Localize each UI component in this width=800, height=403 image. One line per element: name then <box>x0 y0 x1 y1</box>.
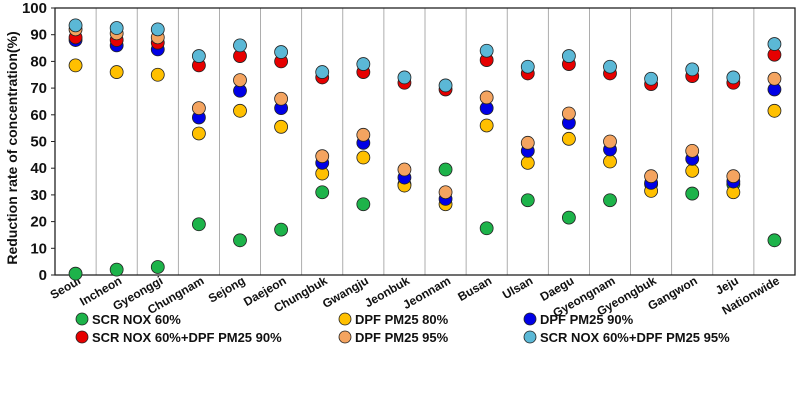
data-point <box>685 143 700 158</box>
data-point <box>685 163 700 178</box>
legend-label: SCR NOX 60%+DPF PM25 95% <box>540 330 730 345</box>
data-point <box>191 217 206 232</box>
data-point <box>233 73 247 87</box>
legend-marker <box>338 330 352 344</box>
data-point <box>109 21 124 35</box>
data-point <box>561 49 576 63</box>
y-tick-label: 80 <box>30 53 47 70</box>
data-point <box>191 101 206 116</box>
legend-marker <box>75 330 89 344</box>
data-point <box>356 57 371 71</box>
y-tick-label: 20 <box>30 214 47 231</box>
x-tick-label: Ulsan <box>500 273 535 301</box>
data-point <box>767 71 782 86</box>
legend-marker <box>523 312 537 326</box>
x-tick-label: Jeonnam <box>400 273 453 311</box>
data-point <box>315 149 330 164</box>
x-tick-label: Jeju <box>713 273 741 297</box>
data-point <box>397 70 412 85</box>
data-point <box>438 162 453 177</box>
data-point <box>274 91 289 106</box>
y-tick-label: 100 <box>22 0 47 17</box>
x-tick-label: Sejong <box>206 273 248 305</box>
data-point <box>397 162 412 177</box>
data-point <box>315 185 330 200</box>
data-point <box>767 103 782 118</box>
data-point <box>191 126 206 141</box>
legend-marker <box>338 312 352 326</box>
data-point <box>274 222 289 237</box>
y-tick-label: 40 <box>30 160 47 177</box>
y-tick-label: 30 <box>30 187 47 204</box>
data-point <box>520 155 535 170</box>
data-point <box>767 37 782 51</box>
data-point <box>479 118 494 133</box>
data-point <box>603 134 617 149</box>
data-point <box>68 58 83 73</box>
data-point <box>191 49 206 63</box>
data-point <box>438 185 453 200</box>
data-point <box>150 260 165 274</box>
data-point <box>479 43 494 58</box>
plot-area: 0102030405060708090100SeoulIncheonGyeong… <box>22 0 796 320</box>
data-point <box>726 70 741 85</box>
y-tick-label: 90 <box>30 27 47 44</box>
data-point <box>315 65 330 79</box>
data-point <box>274 119 289 134</box>
data-point <box>356 150 371 165</box>
data-point <box>644 71 659 86</box>
y-tick-label: 10 <box>30 240 47 257</box>
data-point <box>685 62 700 77</box>
data-point <box>109 262 124 277</box>
data-point <box>644 169 659 184</box>
legend-marker <box>523 330 537 344</box>
data-point <box>603 154 617 169</box>
data-point <box>520 59 535 74</box>
data-point <box>68 266 83 281</box>
legend-label: DPF PM25 95% <box>355 330 449 345</box>
data-point <box>603 193 617 208</box>
data-point <box>479 221 494 236</box>
y-tick-label: 70 <box>30 80 47 97</box>
data-point <box>520 193 535 208</box>
y-tick-label: 0 <box>39 267 47 284</box>
legend-label: DPF PM25 80% <box>355 312 449 327</box>
x-tick-label: Gwangju <box>320 273 371 310</box>
legend-marker <box>75 312 89 326</box>
legend-label: SCR NOX 60%+DPF PM25 90% <box>92 330 282 345</box>
data-point <box>150 67 165 82</box>
data-point <box>233 103 247 118</box>
x-tick-label: Busan <box>455 273 494 303</box>
data-point <box>561 106 576 121</box>
data-point <box>274 45 289 59</box>
data-point <box>685 186 700 201</box>
data-point <box>68 18 83 33</box>
y-axis-label: Reduction rate of concentration(%) <box>4 31 20 264</box>
data-point <box>726 169 741 184</box>
data-point <box>767 233 782 248</box>
legend: SCR NOX 60% DPF PM25 80% DPF PM25 90% SCR N… <box>75 312 730 345</box>
data-point <box>233 233 247 248</box>
legend-label: DPF PM25 90% <box>540 312 634 327</box>
data-point <box>356 127 371 142</box>
data-point <box>150 22 165 37</box>
data-point <box>356 197 371 212</box>
data-point <box>520 135 535 150</box>
data-point <box>561 131 576 146</box>
data-point <box>438 78 453 93</box>
data-point <box>561 210 576 225</box>
data-point <box>233 38 247 53</box>
data-point <box>109 65 124 79</box>
data-point <box>603 59 617 74</box>
y-tick-label: 60 <box>30 107 47 124</box>
legend-label: SCR NOX 60% <box>92 312 181 327</box>
y-tick-label: 50 <box>30 134 47 151</box>
data-point <box>479 90 494 105</box>
